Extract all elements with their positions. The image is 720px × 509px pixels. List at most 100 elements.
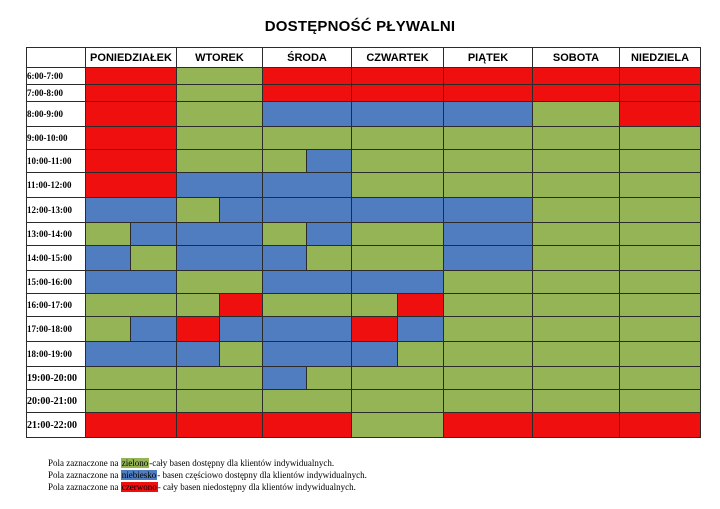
slot-cell-green — [351, 126, 444, 150]
slot-cell-red — [619, 84, 701, 102]
slot-cell-blue — [85, 197, 177, 223]
slot-cell-red — [443, 67, 533, 85]
time-row: 11:00-12:00 — [26, 172, 701, 198]
slot-cell-green — [85, 366, 177, 390]
slot-cell-red — [619, 412, 701, 438]
slot-cell-green — [85, 389, 177, 413]
slot-cell-red — [85, 172, 177, 198]
slot-cell-green — [532, 126, 620, 150]
slot-cell-green — [532, 222, 620, 246]
schedule-body: 6:00-7:00 7:00-8:00 8:00-9:00 9:00-10:00 10:… — [26, 67, 701, 438]
slot-cell-green — [619, 341, 701, 367]
slot-cell-red — [262, 84, 352, 102]
slot-cell-green — [532, 341, 620, 367]
slot-cell-green — [443, 389, 533, 413]
time-row: 18:00-19:00 — [26, 341, 701, 367]
slot-cell-green — [176, 126, 263, 150]
slot-cell-green — [532, 197, 620, 223]
slot-cell-red — [619, 101, 701, 127]
time-row: 15:00-16:00 — [26, 270, 701, 294]
time-row: 14:00-15:00 — [26, 245, 701, 271]
slot-cell-green — [532, 245, 620, 271]
time-row: 10:00-11:00 — [26, 149, 701, 173]
slot-cell-green — [443, 316, 533, 342]
time-slot-label: 17:00-18:00 — [26, 316, 86, 342]
slot-half-red — [177, 317, 220, 341]
slot-cell-split — [176, 197, 263, 223]
slot-cell-red — [85, 101, 177, 127]
slot-half-red — [396, 294, 443, 316]
time-slot-label: 13:00-14:00 — [26, 222, 86, 246]
slot-half-blue — [352, 342, 398, 366]
slot-cell-green — [85, 293, 177, 317]
time-row: 7:00-8:00 — [26, 84, 701, 102]
slot-cell-green — [262, 126, 352, 150]
slot-cell-green — [443, 270, 533, 294]
slot-cell-split — [262, 366, 352, 390]
slot-cell-blue — [351, 270, 444, 294]
slot-half-green — [306, 246, 351, 270]
slot-half-green — [306, 367, 351, 389]
day-header: PIĄTEK — [443, 47, 533, 68]
slot-cell-blue — [262, 172, 352, 198]
time-slot-label: 21:00-22:00 — [26, 412, 86, 438]
time-slot-label: 12:00-13:00 — [26, 197, 86, 223]
day-header: WTOREK — [176, 47, 263, 68]
slot-cell-red — [443, 412, 533, 438]
time-row: 9:00-10:00 — [26, 126, 701, 150]
day-header: PONIEDZIAŁEK — [85, 47, 177, 68]
slot-cell-green — [619, 316, 701, 342]
slot-cell-split — [176, 341, 263, 367]
slot-cell-green — [176, 149, 263, 173]
time-row: 21:00-22:00 — [26, 412, 701, 438]
slot-cell-red — [351, 84, 444, 102]
slot-cell-green — [619, 293, 701, 317]
time-slot-label: 18:00-19:00 — [26, 341, 86, 367]
slot-half-green — [130, 246, 176, 270]
slot-cell-split — [262, 222, 352, 246]
slot-cell-green — [176, 389, 263, 413]
slot-cell-green — [619, 222, 701, 246]
slot-cell-blue — [176, 172, 263, 198]
slot-cell-green — [619, 172, 701, 198]
slot-cell-blue — [443, 101, 533, 127]
slot-cell-green — [532, 172, 620, 198]
slot-cell-blue — [85, 270, 177, 294]
slot-cell-red — [262, 67, 352, 85]
slot-cell-blue — [262, 101, 352, 127]
slot-cell-green — [176, 101, 263, 127]
slot-half-blue — [218, 198, 262, 222]
slot-cell-green — [532, 316, 620, 342]
slot-half-green — [177, 198, 220, 222]
slot-cell-split — [351, 316, 444, 342]
slot-cell-green — [351, 149, 444, 173]
time-row: 8:00-9:00 — [26, 101, 701, 127]
slot-half-blue — [306, 223, 351, 245]
slot-cell-blue — [262, 341, 352, 367]
day-header: ŚRODA — [262, 47, 352, 68]
slot-cell-green — [443, 126, 533, 150]
legend-line: Pola zaznaczone na czerwono- cały basen … — [48, 481, 367, 493]
slot-cell-red — [85, 149, 177, 173]
time-slot-label: 19:00-20:00 — [26, 366, 86, 390]
slot-cell-red — [532, 67, 620, 85]
slot-cell-blue — [443, 222, 533, 246]
slot-cell-blue — [443, 245, 533, 271]
slot-cell-split — [85, 222, 177, 246]
slot-half-blue — [396, 317, 443, 341]
legend-line: Pola zaznaczone na niebiesko- basen częś… — [48, 469, 367, 481]
time-slot-label: 16:00-17:00 — [26, 293, 86, 317]
slot-cell-blue — [262, 316, 352, 342]
time-row: 17:00-18:00 — [26, 316, 701, 342]
slot-cell-green — [176, 270, 263, 294]
legend-suffix: - cały basen niedostępny dla klientów in… — [157, 482, 356, 492]
time-slot-label: 10:00-11:00 — [26, 149, 86, 173]
legend: Pola zaznaczone na zielono-cały basen do… — [48, 457, 367, 493]
slot-half-green — [396, 342, 443, 366]
slot-cell-red — [85, 126, 177, 150]
slot-cell-green — [443, 172, 533, 198]
time-slot-label: 7:00-8:00 — [26, 84, 86, 102]
slot-cell-blue — [262, 197, 352, 223]
legend-swatch-green: zielono — [120, 458, 150, 468]
slot-cell-green — [351, 222, 444, 246]
